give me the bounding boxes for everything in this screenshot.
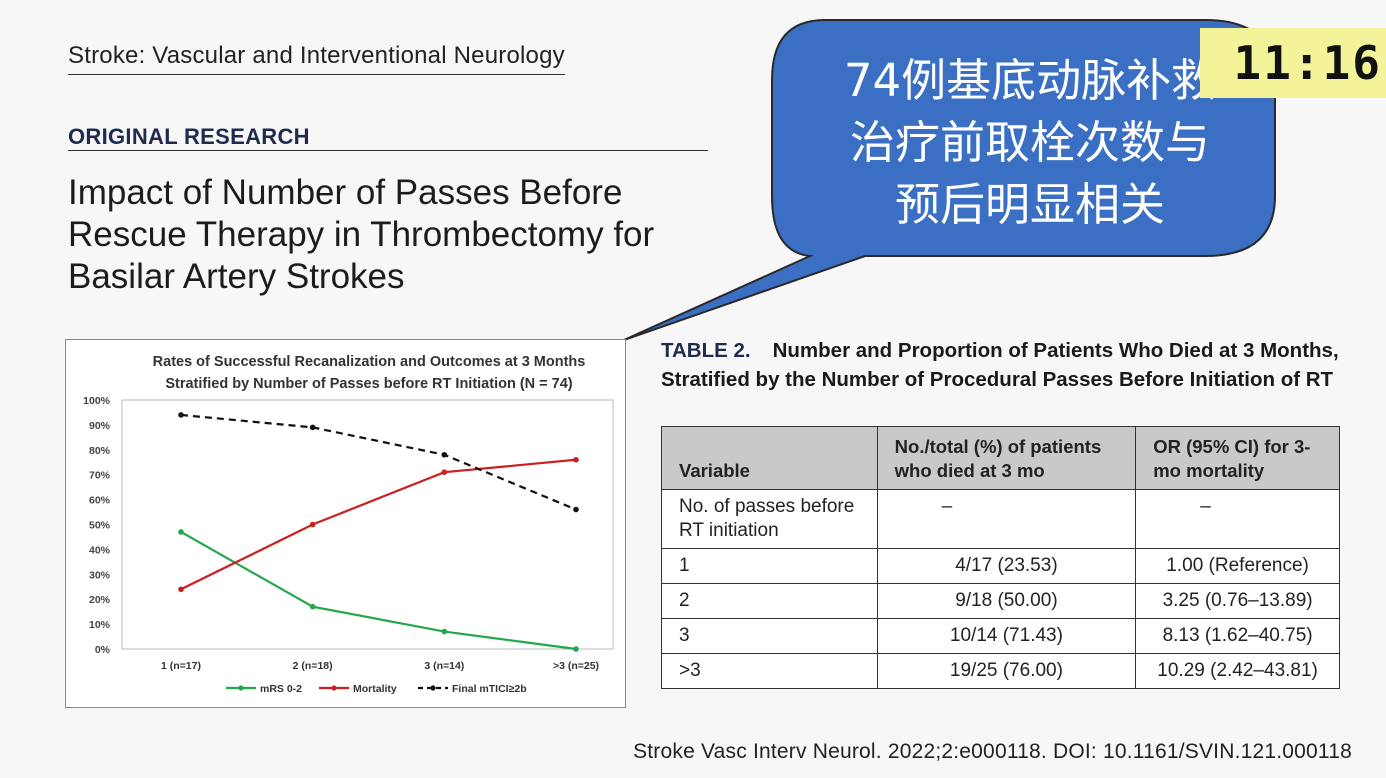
clock-timer: 11:16 — [1200, 28, 1386, 98]
data-point — [178, 412, 184, 418]
callout-line: 74例基底动脉补救 — [843, 54, 1217, 107]
table-cell: 3 — [661, 618, 878, 654]
data-point — [441, 628, 448, 635]
x-tick-label: 2 (n=18) — [293, 660, 333, 672]
table-cell: 2 — [661, 583, 878, 619]
journal-name: Stroke: Vascular and Interventional Neur… — [68, 42, 565, 75]
legend-label: Final mTICI≥2b — [452, 683, 527, 695]
citation: Stroke Vasc Interv Neurol. 2022;2:e00011… — [633, 740, 1352, 763]
data-point — [309, 521, 316, 528]
line-chart: Rates of Successful Recanalization and O… — [83, 354, 614, 695]
table-cell: – — [1135, 489, 1340, 549]
y-tick-label: 50% — [89, 520, 111, 532]
table-cell: 10.29 (2.42–43.81) — [1135, 653, 1340, 689]
table-row: 3 10/14 (71.43) 8.13 (1.62–40.75) — [661, 618, 1340, 654]
series-line — [180, 531, 577, 651]
table-cell: 1.00 (Reference) — [1135, 548, 1340, 584]
legend-label: Mortality — [353, 683, 397, 695]
plot-area — [121, 399, 614, 650]
table-label: TABLE 2. — [661, 339, 751, 362]
table-cell: 9/18 (50.00) — [876, 583, 1137, 619]
table-header: Variable — [661, 426, 878, 490]
table-cell: – — [876, 489, 1137, 549]
series-line — [180, 413, 577, 511]
chart-title: Rates of Successful Recanalization and O… — [153, 354, 586, 370]
table-cell: 19/25 (76.00) — [876, 653, 1137, 689]
y-tick-label: 90% — [89, 420, 111, 432]
legend-label: mRS 0-2 — [260, 683, 302, 695]
x-tick-label: 3 (n=14) — [424, 660, 464, 672]
table-cell: 4/17 (23.53) — [876, 548, 1137, 584]
data-point — [309, 603, 316, 610]
table-cell: 1 — [661, 548, 878, 584]
table-row: 2 9/18 (50.00) 3.25 (0.76–13.89) — [661, 583, 1340, 619]
section-label: ORIGINAL RESEARCH — [68, 124, 708, 151]
table-caption: TABLE 2. Number and Proportion of Patient… — [661, 336, 1351, 394]
x-tick-label: >3 (n=25) — [553, 660, 599, 672]
y-tick-label: 10% — [89, 619, 111, 631]
data-point — [573, 456, 579, 463]
y-tick-label: 70% — [89, 470, 111, 482]
data-point — [573, 506, 579, 513]
y-tick-label: 20% — [89, 594, 111, 606]
y-tick-label: 0% — [95, 644, 111, 656]
chart-panel: Rates of Successful Recanalization and O… — [65, 339, 626, 708]
chart-title: Stratified by Number of Passes before RT… — [165, 376, 572, 392]
data-point — [178, 529, 184, 535]
data-point — [441, 451, 448, 458]
x-tick-label: 1 (n=17) — [161, 660, 201, 672]
mortality-table: Variable No./total (%) of patients who d… — [661, 426, 1340, 689]
y-tick-label: 40% — [89, 544, 111, 556]
table-row: >3 19/25 (76.00) 10.29 (2.42–43.81) — [661, 653, 1340, 689]
table-cell: 10/14 (71.43) — [876, 618, 1137, 654]
legend-marker — [331, 685, 337, 691]
table-caption-text: Number and Proportion of Patients Who Di… — [661, 339, 1339, 391]
table-cell: 8.13 (1.62–40.75) — [1135, 618, 1340, 654]
callout-line: 治疗前取栓次数与 — [849, 116, 1210, 169]
table-header: No./total (%) of patients who died at 3 … — [876, 426, 1137, 490]
y-tick-label: 80% — [89, 445, 111, 457]
y-tick-label: 100% — [83, 395, 111, 407]
table-header: OR (95% CI) for 3-mo mortality — [1135, 426, 1340, 490]
data-point — [441, 469, 448, 476]
article-title: Impact of Number of Passes Before Rescue… — [68, 173, 655, 296]
callout-text: 74例基底动脉补救 治疗前取栓次数与 预后明显相关 — [790, 50, 1270, 236]
table-cell: >3 — [661, 653, 878, 689]
table-cell: 3.25 (0.76–13.89) — [1135, 583, 1340, 619]
callout-line: 预后明显相关 — [894, 178, 1165, 231]
legend-marker — [238, 685, 244, 691]
table-row: No. of passes before RT initiation – – — [661, 489, 1340, 549]
legend-marker — [430, 685, 436, 691]
data-point — [309, 424, 316, 431]
y-tick-label: 60% — [89, 495, 111, 507]
table-header-row: Variable No./total (%) of patients who d… — [661, 426, 1340, 490]
series-line — [180, 458, 577, 591]
data-point — [573, 646, 579, 652]
table-cell: No. of passes before RT initiation — [661, 489, 878, 549]
y-tick-label: 30% — [89, 569, 111, 581]
table-row: 1 4/17 (23.53) 1.00 (Reference) — [661, 548, 1340, 584]
data-point — [178, 586, 184, 593]
